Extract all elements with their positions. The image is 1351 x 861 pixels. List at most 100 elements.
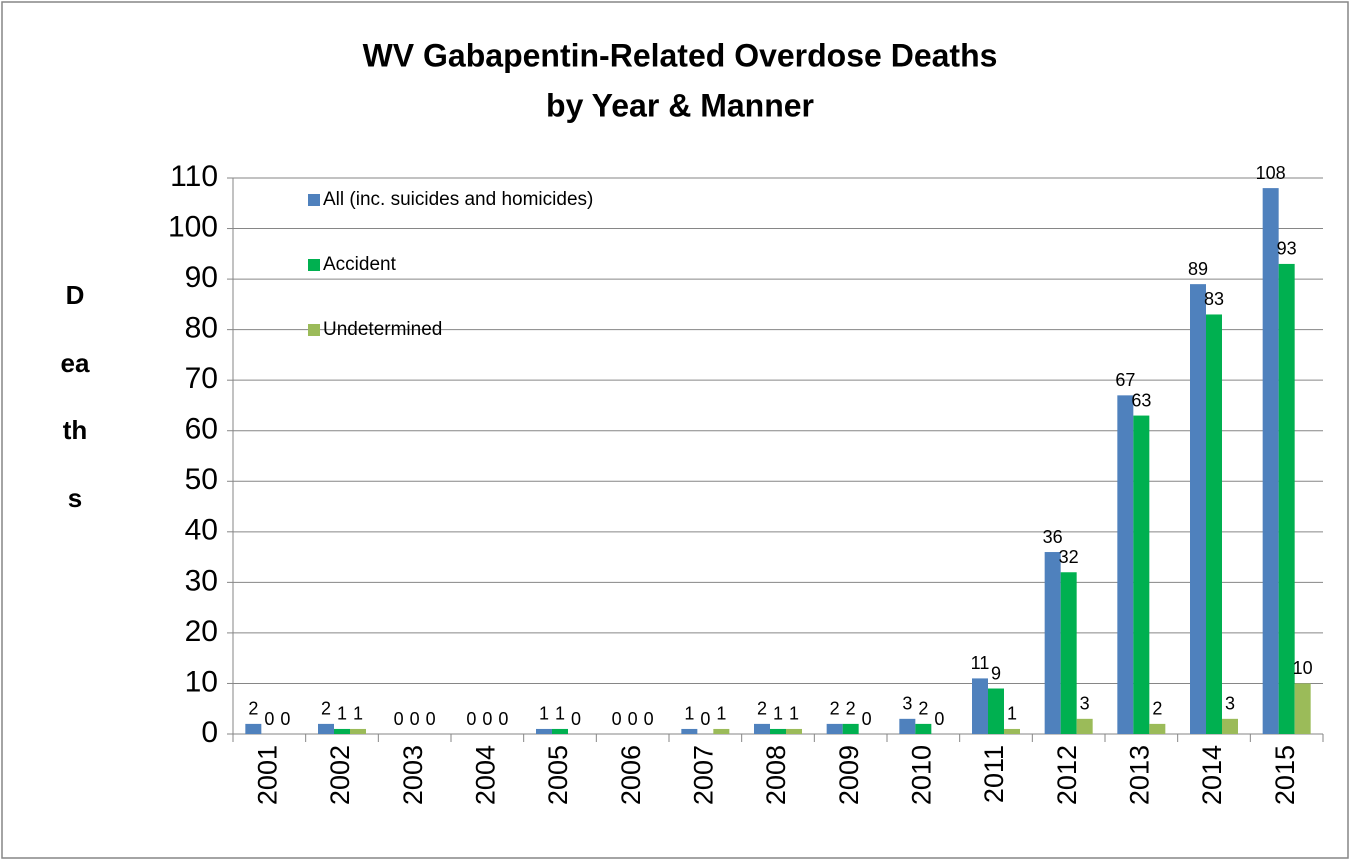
value-label: 1 <box>353 704 363 724</box>
chart-title: WV Gabapentin-Related Overdose Deaths <box>363 37 998 73</box>
y-tick-label: 60 <box>185 413 218 446</box>
legend-swatch <box>308 259 320 271</box>
x-tick-label: 2007 <box>688 745 718 805</box>
value-label: 1 <box>337 704 347 724</box>
value-label: 1 <box>716 704 726 724</box>
value-label: 0 <box>628 709 638 729</box>
value-label: 1 <box>555 704 565 724</box>
y-axis-label: Deaths <box>60 280 90 513</box>
value-label: 0 <box>264 709 274 729</box>
x-tick-label: 2011 <box>979 745 1009 803</box>
value-label: 2 <box>1152 699 1162 719</box>
bar <box>536 728 552 734</box>
value-label: 83 <box>1204 289 1224 309</box>
bar <box>1278 263 1295 734</box>
bar <box>842 723 859 734</box>
value-label: 0 <box>426 709 436 729</box>
bar <box>1060 572 1077 734</box>
x-tick-label: 2006 <box>616 745 646 805</box>
value-label: 1 <box>1007 704 1017 724</box>
bar <box>334 728 350 734</box>
value-label: 36 <box>1043 527 1063 547</box>
y-tick-label: 20 <box>185 615 218 648</box>
bar <box>1206 314 1222 734</box>
legend-label: Accident <box>323 254 397 275</box>
value-label: 0 <box>280 709 290 729</box>
value-label: 2 <box>846 699 856 719</box>
value-label: 1 <box>684 704 694 724</box>
bar <box>1133 415 1150 734</box>
bar <box>350 728 366 734</box>
bar <box>770 728 786 734</box>
bar <box>1190 284 1206 734</box>
value-label: 67 <box>1115 370 1135 390</box>
bar <box>899 718 916 734</box>
bar <box>972 678 988 734</box>
value-label: 2 <box>830 699 840 719</box>
y-tick-label: 40 <box>185 514 218 547</box>
value-label: 1 <box>539 704 549 724</box>
value-label: 3 <box>1080 694 1090 714</box>
value-label: 0 <box>700 709 710 729</box>
x-tick-label: 2012 <box>1052 745 1082 805</box>
y-tick-label: 50 <box>185 463 218 496</box>
value-label: 0 <box>612 709 622 729</box>
value-label: 0 <box>410 709 420 729</box>
bar <box>552 728 568 734</box>
chart-title: by Year & Manner <box>546 87 814 123</box>
bar <box>1149 723 1166 734</box>
value-label: 10 <box>1293 658 1313 678</box>
y-tick-label: 110 <box>170 160 218 193</box>
value-label: 3 <box>1225 694 1235 714</box>
bar <box>681 728 698 734</box>
value-label: 2 <box>918 699 928 719</box>
value-label: 3 <box>902 694 912 714</box>
x-tick-label: 2010 <box>906 745 936 805</box>
y-tick-label: 100 <box>168 210 218 243</box>
value-label: 63 <box>1131 390 1151 410</box>
bar <box>988 688 1004 734</box>
bar <box>754 723 770 734</box>
bar <box>1044 552 1061 734</box>
bar <box>318 723 334 734</box>
value-label: 32 <box>1059 547 1079 567</box>
y-tick-label: 30 <box>185 564 218 597</box>
value-label: 1 <box>789 704 799 724</box>
bar <box>1222 718 1238 734</box>
x-tick-label: 2015 <box>1270 745 1300 805</box>
bar <box>1294 683 1311 734</box>
value-label: 0 <box>644 709 654 729</box>
value-label: 2 <box>321 699 331 719</box>
value-label: 0 <box>498 709 508 729</box>
y-tick-label: 0 <box>201 716 218 749</box>
y-tick-label: 80 <box>185 312 218 345</box>
bar <box>826 723 843 734</box>
value-label: 93 <box>1277 239 1297 259</box>
value-label: 0 <box>482 709 492 729</box>
value-label: 108 <box>1256 163 1286 183</box>
bar <box>245 723 262 734</box>
bar <box>1004 728 1020 734</box>
value-label: 0 <box>466 709 476 729</box>
value-label: 0 <box>934 709 944 729</box>
value-label: 9 <box>991 663 1001 683</box>
legend-swatch <box>308 194 320 206</box>
x-tick-label: 2005 <box>543 745 573 805</box>
bar <box>1262 188 1279 735</box>
legend-swatch <box>308 324 320 336</box>
value-label: 2 <box>757 699 767 719</box>
value-label: 89 <box>1188 259 1208 279</box>
legend-label: All (inc. suicides and homicides) <box>323 189 593 210</box>
value-label: 1 <box>773 704 783 724</box>
x-tick-label: 2004 <box>470 745 500 805</box>
bar <box>1117 395 1134 734</box>
bar <box>713 728 730 734</box>
y-tick-label: 10 <box>185 665 218 698</box>
x-tick-label: 2013 <box>1124 745 1154 805</box>
bar <box>915 723 932 734</box>
value-label: 2 <box>248 699 258 719</box>
y-tick-label: 70 <box>185 362 218 395</box>
legend-label: Undetermined <box>323 319 442 340</box>
x-tick-label: 2003 <box>398 745 428 805</box>
